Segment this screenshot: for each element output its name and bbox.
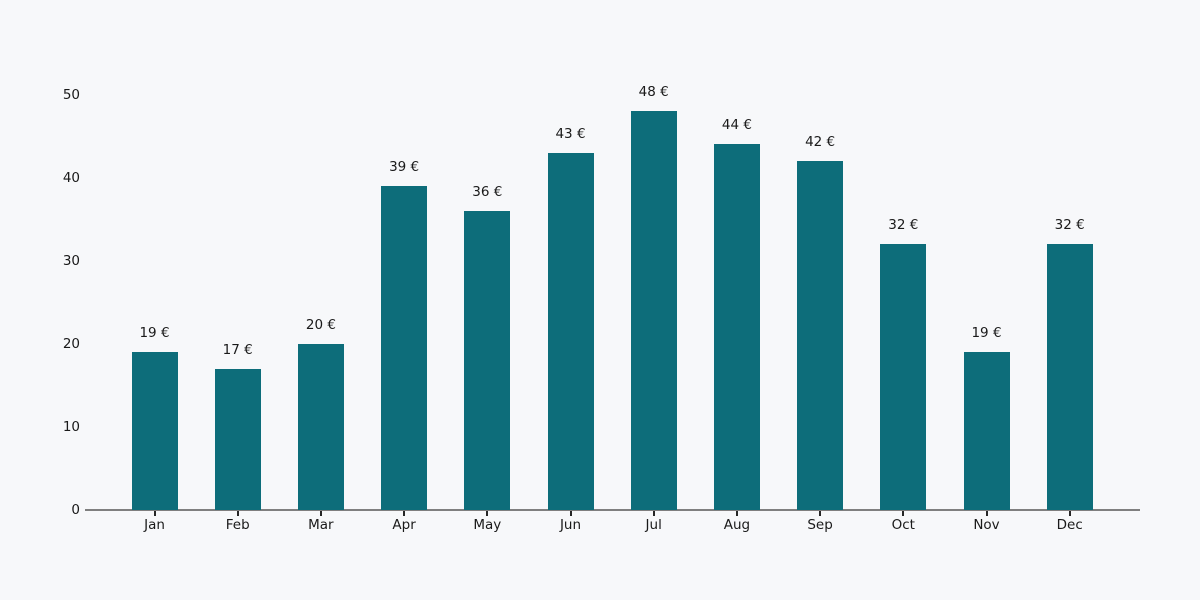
x-tick-mark <box>652 511 655 516</box>
y-tick-label: 20 <box>62 335 80 352</box>
x-axis-line <box>85 509 1140 511</box>
bar-mar <box>297 343 344 510</box>
bar-value-label: 19 € <box>139 325 170 342</box>
x-tick-mark <box>486 511 489 516</box>
bar-value-label: 39 € <box>389 158 420 175</box>
x-tick-label: Nov <box>973 517 1000 533</box>
y-tick-label: 30 <box>62 252 80 269</box>
bar-value-label: 42 € <box>805 133 836 150</box>
bar-nov <box>963 352 1010 510</box>
x-tick-label: Apr <box>392 517 416 533</box>
bar-feb <box>214 368 261 510</box>
x-tick-mark <box>403 511 406 516</box>
x-tick-label: Feb <box>225 517 250 533</box>
x-tick-mark <box>319 511 322 516</box>
bar-value-label: 32 € <box>888 217 919 234</box>
bar-value-label: 32 € <box>1054 217 1085 234</box>
bar-value-label: 20 € <box>305 316 336 333</box>
bar-value-label: 44 € <box>721 117 752 134</box>
x-tick-label: Jun <box>559 517 582 533</box>
x-tick-label: Sep <box>807 517 833 533</box>
bar-value-label: 36 € <box>472 183 503 200</box>
bar-sep <box>797 160 844 510</box>
bar-jul <box>630 111 677 510</box>
bar-jan <box>131 352 178 510</box>
x-tick-label: Dec <box>1056 517 1083 533</box>
x-tick-label: Jul <box>645 517 662 533</box>
x-tick-label: Aug <box>723 517 751 533</box>
bar-jun <box>547 152 594 510</box>
y-tick-label: 0 <box>71 502 80 518</box>
x-tick-label: Oct <box>891 517 915 533</box>
y-tick-label: 50 <box>62 86 80 103</box>
y-tick-label: 10 <box>62 418 80 435</box>
x-tick-mark <box>902 511 905 516</box>
bar-may <box>464 210 511 510</box>
bar-aug <box>713 144 760 510</box>
x-tick-label: May <box>473 517 502 533</box>
x-tick-label: Jan <box>144 517 165 533</box>
x-tick-mark <box>985 511 988 516</box>
x-tick-label: Mar <box>308 517 334 533</box>
x-tick-mark <box>236 511 239 516</box>
bar-value-label: 43 € <box>555 125 586 142</box>
x-tick-mark <box>1068 511 1071 516</box>
x-tick-mark <box>735 511 738 516</box>
y-tick-label: 40 <box>62 169 80 186</box>
bar-value-label: 48 € <box>638 84 669 101</box>
bar-apr <box>381 185 428 510</box>
x-tick-mark <box>819 511 822 516</box>
x-tick-mark <box>569 511 572 516</box>
bar-value-label: 17 € <box>222 341 253 358</box>
bar-oct <box>880 244 927 510</box>
bar-dec <box>1046 244 1093 510</box>
x-tick-mark <box>153 511 156 516</box>
bar-value-label: 19 € <box>971 325 1002 342</box>
